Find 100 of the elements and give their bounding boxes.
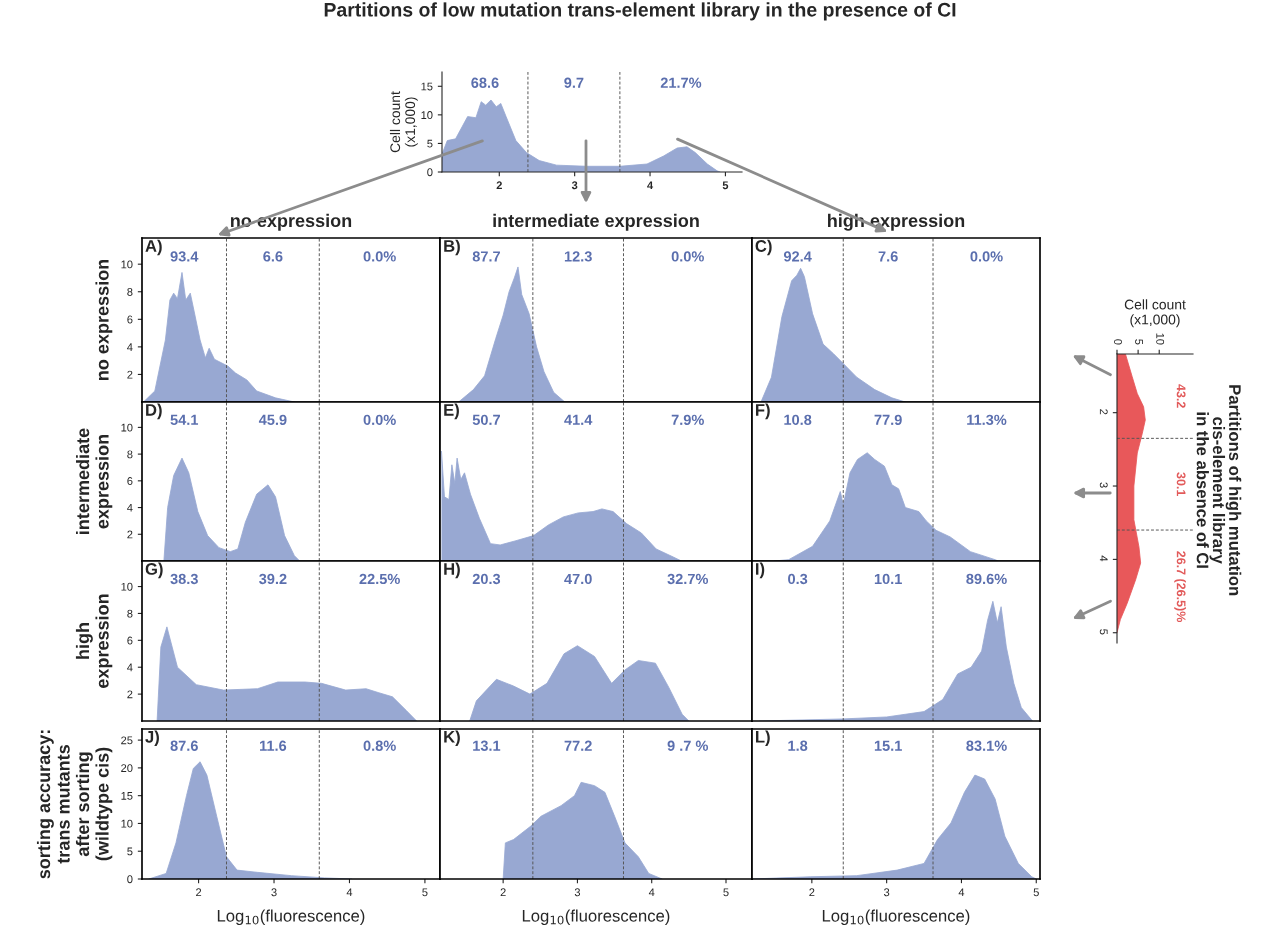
annotation: 21.7% — [660, 77, 702, 88]
y-tick-label: 10 — [121, 423, 133, 432]
annotation: 45.9 — [258, 414, 287, 425]
annotation: 13.1 — [473, 740, 501, 751]
annotation: 68.6 — [471, 77, 499, 88]
x-tick-label: 2 — [196, 888, 202, 897]
annotation: 7.9% — [671, 414, 704, 425]
annotation: 47.0 — [564, 573, 592, 585]
y-tick-label: 8 — [127, 288, 133, 296]
x-tick-label: 4 — [647, 181, 654, 190]
annotation: 15.1 — [874, 740, 902, 751]
y-tick-label: 0 — [127, 875, 133, 884]
y-tick-label: 2 — [127, 530, 133, 539]
y-tick-label: 15 — [121, 792, 133, 800]
y-axis-title: sorting accuracy: trans mutants after sorting (wildtype cis) — [36, 730, 113, 879]
annotation: 30.1 — [1176, 472, 1186, 497]
x-axis-title: Cell count (x1,000) — [1124, 299, 1186, 328]
annotation: 38.3 — [170, 573, 198, 585]
y-tick-label: 5 — [127, 847, 133, 856]
y-tick-label: 4 — [1099, 555, 1108, 562]
annotation: E) — [444, 403, 459, 420]
y-tick-label: 4 — [127, 503, 133, 512]
annotation: 1.8 — [788, 740, 808, 751]
y-axis-title: high expression — [75, 594, 113, 688]
y-tick-label: 2 — [127, 370, 133, 379]
x-tick-label: 3 — [571, 181, 578, 190]
annotation: 93.4 — [170, 251, 199, 262]
annotation: 0.0% — [671, 251, 704, 262]
y-axis-title: intermediate expression — [76, 428, 113, 534]
annotation: 9 .7 % — [667, 740, 709, 751]
x-axis-title: Log$_{10}$(fluorescence) — [822, 909, 970, 926]
annotation: G) — [145, 562, 163, 579]
y-tick-label: 0 — [427, 168, 433, 177]
y-tick-label: 6 — [127, 636, 133, 645]
annotation: 11.3% — [967, 414, 1007, 426]
x-tick-label: 5 — [722, 181, 729, 190]
chart-title: Partitions of low mutation trans-element library in the presence of CI — [324, 2, 956, 21]
annotation: 20.3 — [472, 573, 501, 585]
y-tick-label: 6 — [127, 315, 133, 324]
annotation: 11.6 — [260, 740, 287, 751]
annotation: 6.6 — [263, 251, 283, 262]
annotation: D) — [146, 403, 162, 420]
y-tick-label: 2 — [127, 690, 133, 699]
annotation: 0.0% — [363, 414, 396, 425]
annotation: 0.0% — [363, 251, 396, 262]
y-axis-title: Cell count (x1,000) — [389, 91, 418, 153]
annotation: 89.6% — [966, 573, 1007, 585]
chart-title: intermediate expression — [493, 213, 699, 231]
annotation: 9.7 — [564, 77, 584, 88]
annotation: 77.9 — [874, 414, 902, 425]
x-axis-title: Log$_{10}$(fluorescence) — [522, 909, 670, 926]
annotation: C) — [755, 239, 772, 256]
y-tick-label: 3 — [1099, 482, 1108, 488]
x-tick-label: 5 — [723, 888, 729, 897]
annotation: L) — [755, 730, 770, 747]
annotation: 87.6 — [170, 740, 198, 751]
annotation: 41.4 — [564, 414, 593, 425]
y-tick-label: 10 — [421, 111, 433, 119]
y-tick-label: 10 — [121, 260, 133, 269]
y-tick-label: 5 — [427, 139, 433, 148]
x-tick-label: 3 — [271, 888, 277, 897]
annotation: H) — [444, 562, 460, 579]
x-tick-label: 0 — [1114, 339, 1122, 345]
y-tick-label: 6 — [127, 477, 133, 485]
annotation: I) — [755, 562, 765, 579]
y-tick-label: 8 — [127, 450, 133, 459]
annotation: 10.1 — [874, 573, 902, 585]
y-tick-label: 20 — [121, 764, 133, 773]
x-tick-label: 2 — [496, 181, 502, 190]
annotation: 50.7 — [472, 414, 500, 425]
y-tick-label: 10 — [121, 582, 133, 591]
y-axis-title: no expression — [95, 259, 113, 381]
annotation: 54.1 — [170, 414, 199, 425]
x-tick-label: 3 — [883, 888, 890, 897]
annotation: J) — [145, 730, 159, 747]
annotation: 26.7 (26.5)% — [1174, 551, 1186, 622]
x-tick-label: 4 — [648, 888, 655, 897]
y-tick-label: 15 — [421, 82, 433, 91]
y-tick-label: 5 — [1099, 629, 1108, 635]
x-tick-label: 10 — [1156, 333, 1165, 345]
x-tick-label: 2 — [809, 888, 815, 897]
x-tick-label: 5 — [1033, 888, 1039, 897]
annotation: 83.1% — [966, 740, 1007, 751]
annotation: 92.4 — [783, 251, 812, 262]
annotation: 10.8 — [784, 414, 812, 425]
x-tick-label: 4 — [958, 888, 965, 897]
annotation: 22.5% — [359, 573, 400, 585]
annotation: 0.8% — [363, 740, 396, 751]
annotation: 39.2 — [259, 573, 287, 585]
annotation: F) — [755, 403, 770, 420]
annotation: 7.6 — [878, 251, 898, 262]
y-tick-label: 25 — [121, 736, 133, 745]
annotation: 0.0% — [970, 251, 1003, 262]
x-tick-label: 2 — [500, 888, 506, 897]
x-tick-label: 5 — [1135, 339, 1143, 345]
y-tick-label: 10 — [121, 819, 133, 828]
text: Partitions of high mutation cis-element library in the absence of CI — [1196, 385, 1242, 596]
y-tick-label: 2 — [1099, 409, 1108, 415]
annotation: 0.3 — [788, 573, 808, 585]
annotation: A) — [145, 239, 162, 256]
